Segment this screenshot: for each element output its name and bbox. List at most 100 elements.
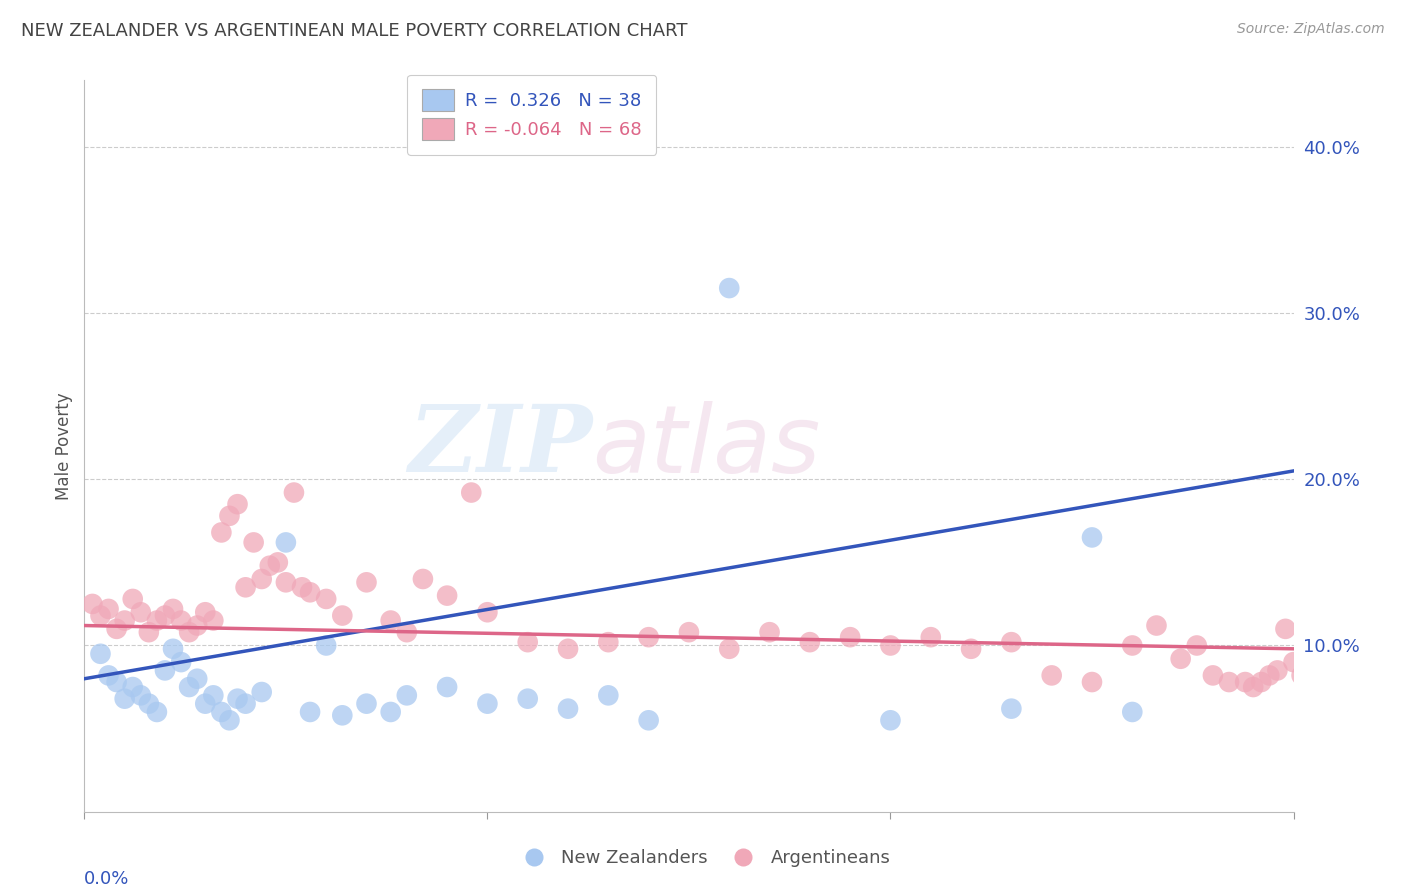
Text: Source: ZipAtlas.com: Source: ZipAtlas.com: [1237, 22, 1385, 37]
Point: [129, 689, 152, 703]
Point: [356, 697, 378, 711]
Point: [758, 625, 780, 640]
Point: [678, 625, 700, 640]
Point: [235, 697, 257, 711]
Point: [1000, 701, 1022, 715]
Point: [218, 714, 240, 728]
Point: [330, 608, 353, 623]
Point: [138, 697, 160, 711]
Point: [315, 591, 337, 606]
Point: [250, 685, 273, 699]
Point: [194, 697, 217, 711]
Point: [356, 575, 378, 590]
Point: [89, 647, 111, 661]
Point: [138, 625, 160, 640]
Point: [299, 705, 322, 719]
Point: [121, 591, 143, 606]
Point: [114, 691, 136, 706]
Point: [1298, 675, 1320, 690]
Point: [226, 497, 249, 511]
Point: [274, 575, 297, 590]
Point: [235, 580, 257, 594]
Point: [1218, 675, 1240, 690]
Point: [153, 608, 176, 623]
Point: [283, 485, 305, 500]
Point: [299, 585, 322, 599]
Text: NEW ZEALANDER VS ARGENTINEAN MALE POVERTY CORRELATION CHART: NEW ZEALANDER VS ARGENTINEAN MALE POVERT…: [21, 22, 688, 40]
Text: ZIP: ZIP: [408, 401, 592, 491]
Point: [1274, 622, 1296, 636]
Point: [395, 625, 418, 640]
Point: [1241, 680, 1264, 694]
Point: [250, 572, 273, 586]
Point: [1081, 675, 1104, 690]
Point: [477, 605, 499, 619]
Point: [186, 618, 208, 632]
Point: [242, 535, 264, 549]
Point: [202, 689, 225, 703]
Y-axis label: Male Poverty: Male Poverty: [55, 392, 73, 500]
Point: [1250, 675, 1272, 690]
Point: [202, 614, 225, 628]
Point: [1234, 675, 1257, 690]
Point: [1306, 668, 1329, 682]
Point: [557, 641, 579, 656]
Point: [97, 602, 120, 616]
Point: [1170, 652, 1192, 666]
Point: [598, 635, 620, 649]
Point: [879, 639, 901, 653]
Point: [879, 714, 901, 728]
Text: atlas: atlas: [592, 401, 821, 491]
Point: [1258, 668, 1281, 682]
Point: [557, 701, 579, 715]
Point: [380, 705, 402, 719]
Point: [960, 641, 983, 656]
Point: [1291, 668, 1313, 682]
Point: [395, 689, 418, 703]
Point: [274, 535, 297, 549]
Point: [97, 668, 120, 682]
Point: [121, 680, 143, 694]
Point: [1081, 530, 1104, 544]
Point: [477, 697, 499, 711]
Point: [209, 525, 232, 540]
Point: [1202, 668, 1225, 682]
Point: [218, 508, 240, 523]
Legend: R =  0.326   N = 38, R = -0.064   N = 68: R = 0.326 N = 38, R = -0.064 N = 68: [408, 75, 657, 155]
Point: [186, 672, 208, 686]
Point: [839, 630, 862, 644]
Point: [799, 635, 821, 649]
Point: [516, 691, 538, 706]
Point: [162, 641, 184, 656]
Point: [1121, 639, 1143, 653]
Point: [436, 680, 458, 694]
Point: [637, 714, 659, 728]
Point: [1000, 635, 1022, 649]
Point: [259, 558, 281, 573]
Point: [179, 680, 201, 694]
Point: [380, 614, 402, 628]
Point: [718, 281, 741, 295]
Text: 0.0%: 0.0%: [84, 871, 129, 888]
Point: [330, 708, 353, 723]
Point: [637, 630, 659, 644]
Point: [194, 605, 217, 619]
Point: [146, 614, 169, 628]
Point: [153, 664, 176, 678]
Point: [1040, 668, 1063, 682]
Point: [516, 635, 538, 649]
Point: [718, 641, 741, 656]
Point: [105, 622, 128, 636]
Point: [1185, 639, 1208, 653]
Point: [82, 597, 104, 611]
Legend: New Zealanders, Argentineans: New Zealanders, Argentineans: [509, 842, 897, 874]
Point: [226, 691, 249, 706]
Point: [920, 630, 942, 644]
Point: [436, 589, 458, 603]
Point: [1146, 618, 1168, 632]
Point: [162, 602, 184, 616]
Point: [209, 705, 232, 719]
Point: [1267, 664, 1289, 678]
Point: [105, 675, 128, 690]
Point: [114, 614, 136, 628]
